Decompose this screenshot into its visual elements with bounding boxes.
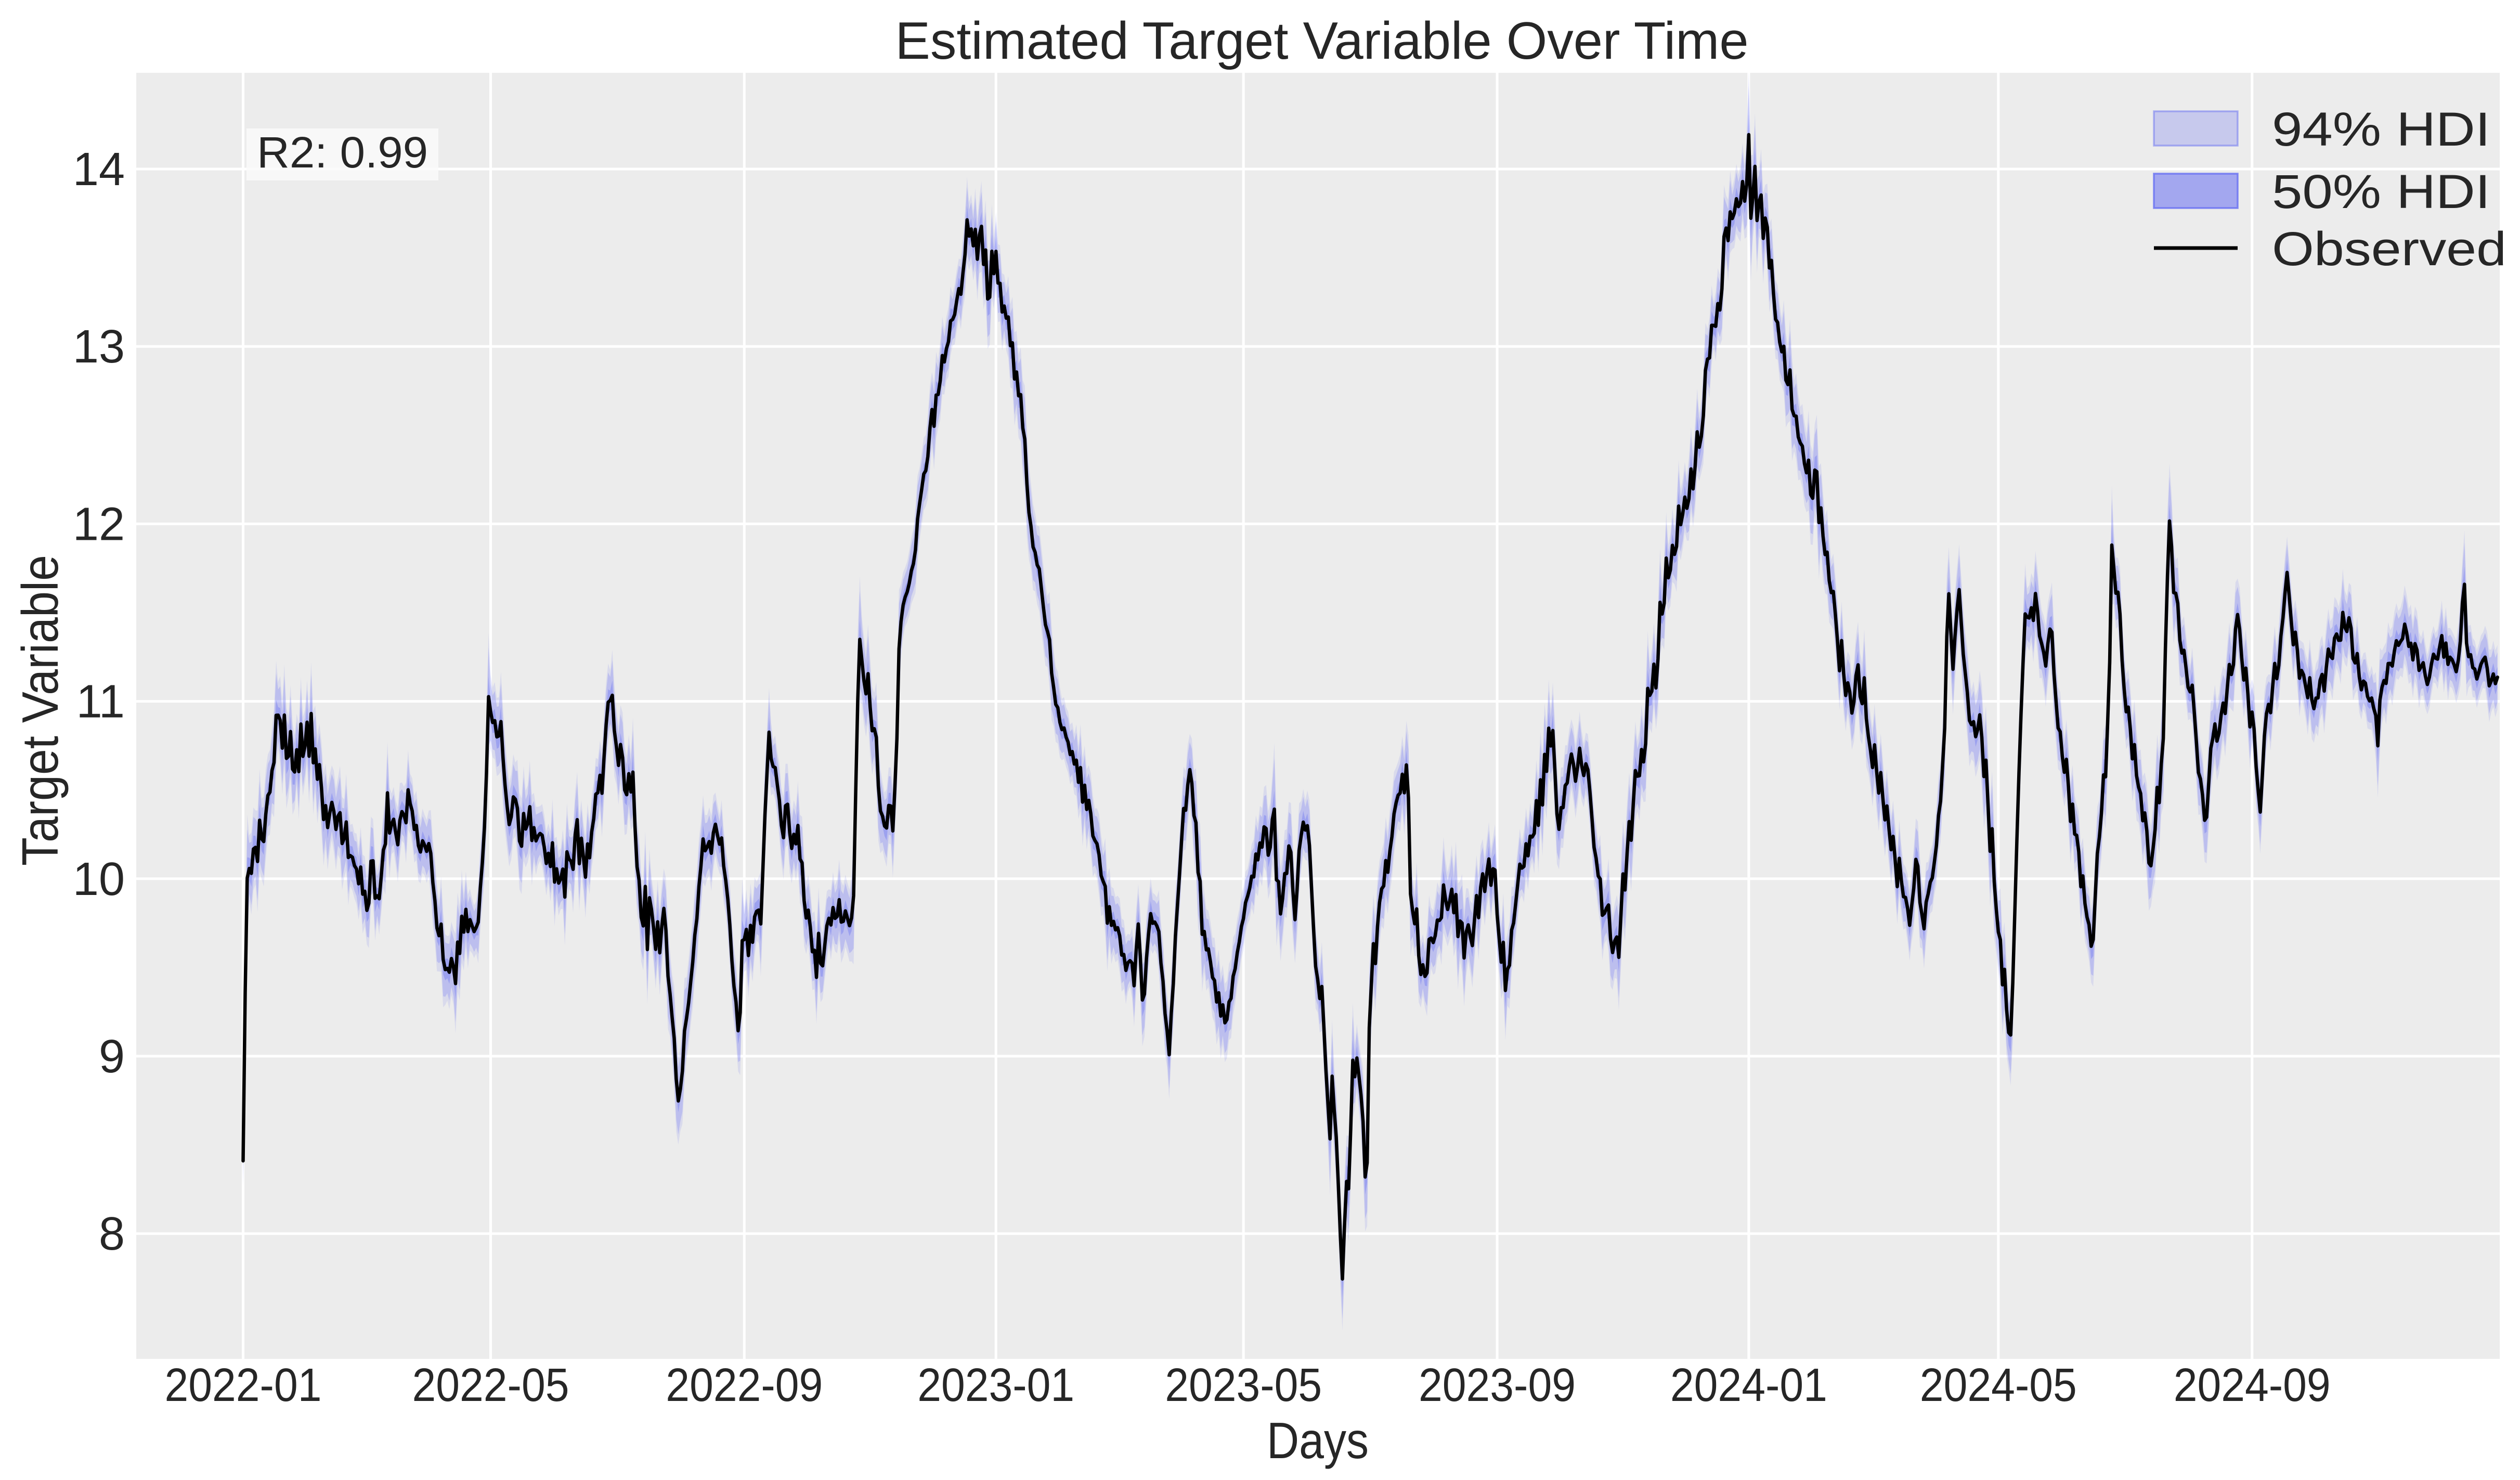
svg-text:10: 10	[73, 853, 125, 905]
svg-text:2023-01: 2023-01	[917, 1359, 1074, 1411]
svg-text:50% HDI: 50% HDI	[2272, 165, 2490, 218]
svg-text:2022-05: 2022-05	[412, 1359, 569, 1411]
svg-text:2024-01: 2024-01	[1670, 1359, 1827, 1411]
svg-text:11: 11	[76, 676, 125, 728]
svg-text:2022-09: 2022-09	[666, 1359, 823, 1411]
svg-text:2023-09: 2023-09	[1419, 1359, 1576, 1411]
svg-text:2024-05: 2024-05	[1920, 1359, 2077, 1411]
svg-text:2022-01: 2022-01	[165, 1359, 322, 1411]
svg-text:14: 14	[73, 144, 125, 196]
svg-text:Observed: Observed	[2272, 223, 2506, 276]
svg-text:R2: 0.99: R2: 0.99	[257, 128, 428, 177]
svg-text:9: 9	[99, 1031, 125, 1083]
svg-text:8: 8	[99, 1208, 125, 1260]
svg-text:2023-05: 2023-05	[1165, 1359, 1322, 1411]
svg-text:Estimated Target Variable Over: Estimated Target Variable Over Time	[895, 12, 1749, 70]
svg-text:2024-09: 2024-09	[2174, 1359, 2331, 1411]
svg-text:13: 13	[73, 321, 125, 373]
svg-text:Days: Days	[1267, 1412, 1369, 1469]
svg-text:12: 12	[73, 498, 125, 550]
svg-text:94% HDI: 94% HDI	[2272, 103, 2490, 156]
svg-text:Target Variable: Target Variable	[11, 555, 69, 866]
